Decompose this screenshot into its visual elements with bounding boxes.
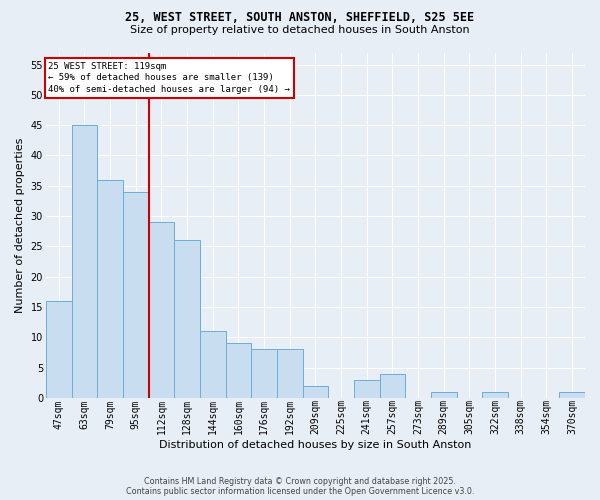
Bar xyxy=(123,192,149,398)
Bar xyxy=(226,344,251,398)
Y-axis label: Number of detached properties: Number of detached properties xyxy=(15,138,25,313)
Text: 25, WEST STREET, SOUTH ANSTON, SHEFFIELD, S25 5EE: 25, WEST STREET, SOUTH ANSTON, SHEFFIELD… xyxy=(125,11,475,24)
Bar xyxy=(354,380,380,398)
Bar xyxy=(174,240,200,398)
Text: 25 WEST STREET: 119sqm
← 59% of detached houses are smaller (139)
40% of semi-de: 25 WEST STREET: 119sqm ← 59% of detached… xyxy=(49,62,290,94)
Text: Size of property relative to detached houses in South Anston: Size of property relative to detached ho… xyxy=(130,25,470,35)
Bar xyxy=(302,386,328,398)
Bar xyxy=(482,392,508,398)
Bar xyxy=(431,392,457,398)
X-axis label: Distribution of detached houses by size in South Anston: Distribution of detached houses by size … xyxy=(159,440,472,450)
Bar xyxy=(71,125,97,398)
Text: Contains HM Land Registry data © Crown copyright and database right 2025.
Contai: Contains HM Land Registry data © Crown c… xyxy=(126,476,474,496)
Bar xyxy=(559,392,585,398)
Bar xyxy=(277,350,302,398)
Bar xyxy=(97,180,123,398)
Bar xyxy=(200,331,226,398)
Bar xyxy=(46,301,71,398)
Bar xyxy=(380,374,405,398)
Bar xyxy=(251,350,277,398)
Bar xyxy=(149,222,174,398)
